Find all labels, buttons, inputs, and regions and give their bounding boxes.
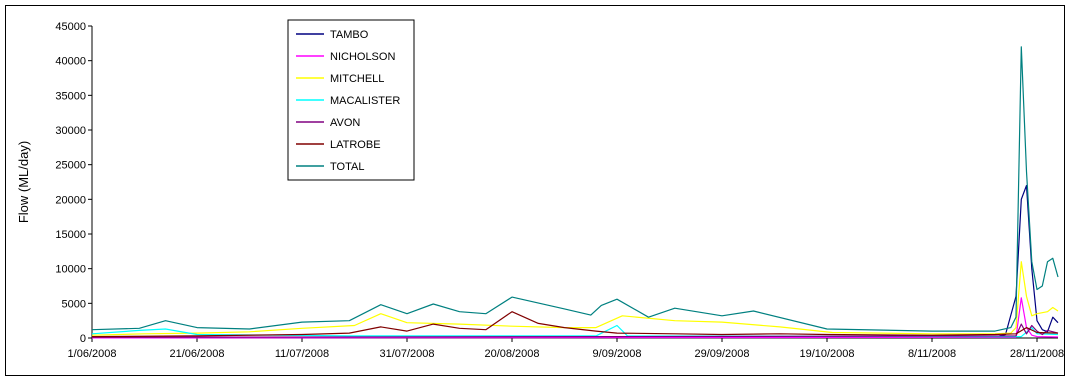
x-tick-label: 19/10/2008 [799,348,854,360]
series-line-mitchell [91,261,1059,336]
y-tick-label: 15000 [55,229,86,241]
y-tick-label: 40000 [55,56,86,68]
x-tick-label: 28/11/2008 [1010,348,1064,360]
x-tick-label: 20/08/2008 [484,348,539,360]
y-axis-title: Flow (ML/day) [16,141,31,223]
y-tick-label: 45000 [55,21,86,33]
legend-label-nicholson: NICHOLSON [330,51,395,63]
x-tick-label: 9/09/2008 [593,348,642,360]
chart-frame: 0 5000 10000 15000 20000 25000 30000 35000 40000… [5,5,1065,376]
line-chart: 0 5000 10000 15000 20000 25000 30000 35000 40000… [16,19,1064,360]
series-line-macalister [91,324,1059,338]
y-tick-label: 0 [80,333,86,345]
x-tick-label: 31/07/2008 [379,348,434,360]
x-tick-label: 8/11/2008 [908,348,956,360]
series-line-total [91,46,1059,332]
y-tick-label: 10000 [55,264,86,276]
legend-label-tambo: TAMBO [330,29,369,41]
legend-label-total: TOTAL [330,161,364,173]
y-tick-label: 25000 [55,160,86,172]
x-tick-label: 21/06/2008 [169,348,224,360]
y-tick-label: 30000 [55,125,86,137]
x-tick-label: 11/07/2008 [275,348,329,360]
series-line-latrobe [91,311,1059,338]
legend-label-latrobe: LATROBE [330,139,381,151]
legend-label-mitchell: MITCHELL [330,73,384,85]
x-tick-label: 29/09/2008 [694,348,749,360]
y-tick-label: 5000 [62,298,86,310]
legend-label-macalister: MACALISTER [330,95,400,107]
legend: TAMBO NICHOLSON MITCHELL MACALISTER AVON LATR… [287,19,415,181]
legend-label-avon: AVON [330,117,360,129]
y-tick-label: 20000 [55,194,86,206]
series-line-tambo [91,184,1059,339]
x-tick-label: 1/06/2008 [68,348,117,360]
y-tick-label: 35000 [55,90,86,102]
